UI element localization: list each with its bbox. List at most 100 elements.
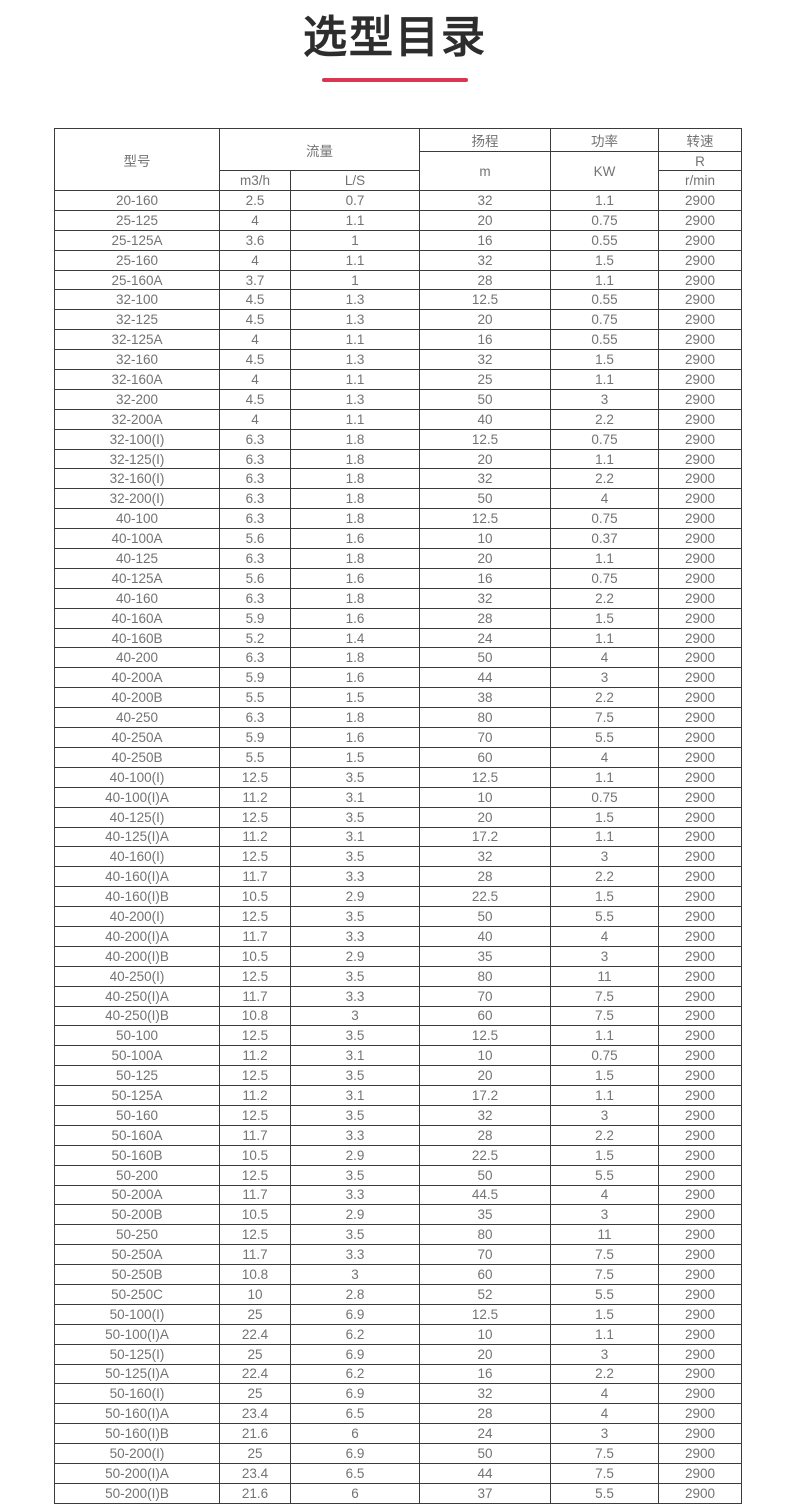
cell-power-kw: 2.2: [550, 468, 659, 490]
cell-flow-ls: 1.8: [290, 488, 420, 510]
cell-power-kw: 1.1: [550, 448, 659, 470]
cell-speed-rmin: 2900: [658, 1065, 742, 1087]
cell-power-kw: 1.1: [550, 766, 659, 788]
cell-model: 40-100(I): [54, 766, 220, 788]
cell-power-kw: 0.55: [550, 329, 659, 351]
table-row: 25-125 4 1.1 20 0.75 2900: [54, 209, 742, 231]
cell-power-kw: 3: [550, 388, 659, 410]
cell-head-m: 20: [419, 1343, 551, 1365]
cell-model: 40-200(I)B: [54, 945, 220, 967]
cell-power-kw: 1.5: [550, 349, 659, 371]
cell-flow-ls: 6.5: [290, 1403, 420, 1425]
cell-model: 50-200: [54, 1164, 220, 1186]
cell-flow-m3h: 12.5: [219, 906, 291, 927]
col-header-speed-unit: r/min: [658, 170, 742, 191]
cell-flow-m3h: 11.7: [219, 866, 291, 888]
cell-flow-m3h: 21.6: [219, 1482, 291, 1504]
cell-head-m: 16: [419, 1363, 551, 1385]
cell-flow-ls: 2.9: [290, 1144, 420, 1166]
cell-model: 32-160(I): [54, 468, 220, 490]
cell-model: 32-100: [54, 289, 220, 311]
cell-power-kw: 7.5: [550, 707, 659, 729]
cell-flow-ls: 6.9: [290, 1443, 420, 1464]
cell-speed-rmin: 2900: [658, 1463, 742, 1484]
table-row: 32-100(I) 6.3 1.8 12.5 0.75 2900: [54, 428, 742, 450]
cell-head-m: 50: [419, 647, 551, 669]
cell-flow-m3h: 4.5: [219, 309, 291, 331]
table-row: 40-200(I)A 11.7 3.3 40 4 2900: [54, 925, 742, 947]
cell-speed-rmin: 2900: [658, 866, 742, 888]
cell-speed-rmin: 2900: [658, 965, 742, 987]
col-header-power-unit: KW: [550, 151, 659, 191]
cell-power-kw: 11: [550, 1224, 659, 1246]
cell-flow-ls: 3.1: [290, 826, 420, 848]
cell-model: 40-160A: [54, 607, 220, 629]
cell-flow-m3h: 10.5: [219, 886, 291, 908]
cell-speed-rmin: 2900: [658, 746, 742, 768]
col-header-head: 扬程: [419, 128, 551, 152]
cell-model: 32-125A: [54, 329, 220, 351]
cell-power-kw: 5.5: [550, 1164, 659, 1186]
cell-speed-rmin: 2900: [658, 190, 742, 211]
cell-power-kw: 4: [550, 1184, 659, 1206]
cell-power-kw: 1.1: [550, 1085, 659, 1106]
cell-power-kw: 1.5: [550, 886, 659, 908]
cell-flow-ls: 3.1: [290, 1085, 420, 1106]
cell-head-m: 20: [419, 209, 551, 231]
cell-head-m: 28: [419, 269, 551, 291]
cell-head-m: 44: [419, 1463, 551, 1484]
cell-flow-ls: 1.5: [290, 746, 420, 768]
cell-power-kw: 0.75: [550, 1045, 659, 1067]
cell-model: 40-200(I): [54, 906, 220, 927]
table-row: 40-200(I)B 10.5 2.9 35 3 2900: [54, 945, 742, 967]
cell-flow-ls: 3.5: [290, 965, 420, 987]
cell-speed-rmin: 2900: [658, 1244, 742, 1266]
cell-flow-m3h: 4: [219, 329, 291, 351]
cell-flow-ls: 3.3: [290, 1124, 420, 1146]
cell-model: 40-100: [54, 508, 220, 530]
cell-speed-rmin: 2900: [658, 727, 742, 748]
cell-speed-rmin: 2900: [658, 766, 742, 788]
cell-speed-rmin: 2900: [658, 806, 742, 828]
cell-speed-rmin: 2900: [658, 667, 742, 689]
cell-head-m: 60: [419, 746, 551, 768]
cell-head-m: 52: [419, 1283, 551, 1305]
cell-flow-ls: 3.5: [290, 1164, 420, 1186]
cell-model: 40-200A: [54, 667, 220, 689]
cell-flow-ls: 3.5: [290, 766, 420, 788]
cell-power-kw: 0.37: [550, 528, 659, 550]
cell-flow-ls: 1.1: [290, 329, 420, 351]
cell-flow-m3h: 12.5: [219, 1104, 291, 1126]
cell-speed-rmin: 2900: [658, 786, 742, 808]
cell-flow-m3h: 11.7: [219, 1124, 291, 1146]
cell-flow-m3h: 4: [219, 249, 291, 271]
cell-model: 50-200A: [54, 1184, 220, 1206]
cell-power-kw: 4: [550, 647, 659, 669]
cell-model: 50-160(I): [54, 1383, 220, 1405]
col-header-power: 功率: [550, 128, 659, 152]
cell-flow-m3h: 4.5: [219, 289, 291, 311]
cell-model: 40-250: [54, 707, 220, 729]
cell-speed-rmin: 2900: [658, 428, 742, 450]
cell-power-kw: 1.5: [550, 607, 659, 629]
cell-speed-rmin: 2900: [658, 1264, 742, 1285]
cell-head-m: 12.5: [419, 1025, 551, 1047]
cell-power-kw: 1.1: [550, 369, 659, 390]
table-row: 40-100(I) 12.5 3.5 12.5 1.1 2900: [54, 766, 742, 788]
cell-power-kw: 3: [550, 1423, 659, 1445]
cell-flow-m3h: 11.7: [219, 925, 291, 947]
cell-flow-ls: 3.3: [290, 1184, 420, 1206]
cell-model: 40-250B: [54, 746, 220, 768]
table-row: 40-160B 5.2 1.4 24 1.1 2900: [54, 627, 742, 649]
cell-flow-m3h: 5.6: [219, 528, 291, 550]
cell-flow-ls: 1.3: [290, 309, 420, 331]
table-body: 20-160 2.5 0.7 32 1.1 2900 25-125 4 1.1 20 0.75 290…: [54, 190, 742, 1504]
table-row: 50-250C 10 2.8 52 5.5 2900: [54, 1283, 742, 1305]
cell-flow-m3h: 11.2: [219, 1045, 291, 1067]
table-row: 50-250A 11.7 3.3 70 7.5 2900: [54, 1244, 742, 1266]
cell-flow-m3h: 25: [219, 1383, 291, 1405]
cell-power-kw: 0.75: [550, 428, 659, 450]
table-row: 50-250 12.5 3.5 80 11 2900: [54, 1224, 742, 1246]
table-row: 50-100A 11.2 3.1 10 0.75 2900: [54, 1045, 742, 1067]
cell-model: 50-100(I): [54, 1303, 220, 1325]
